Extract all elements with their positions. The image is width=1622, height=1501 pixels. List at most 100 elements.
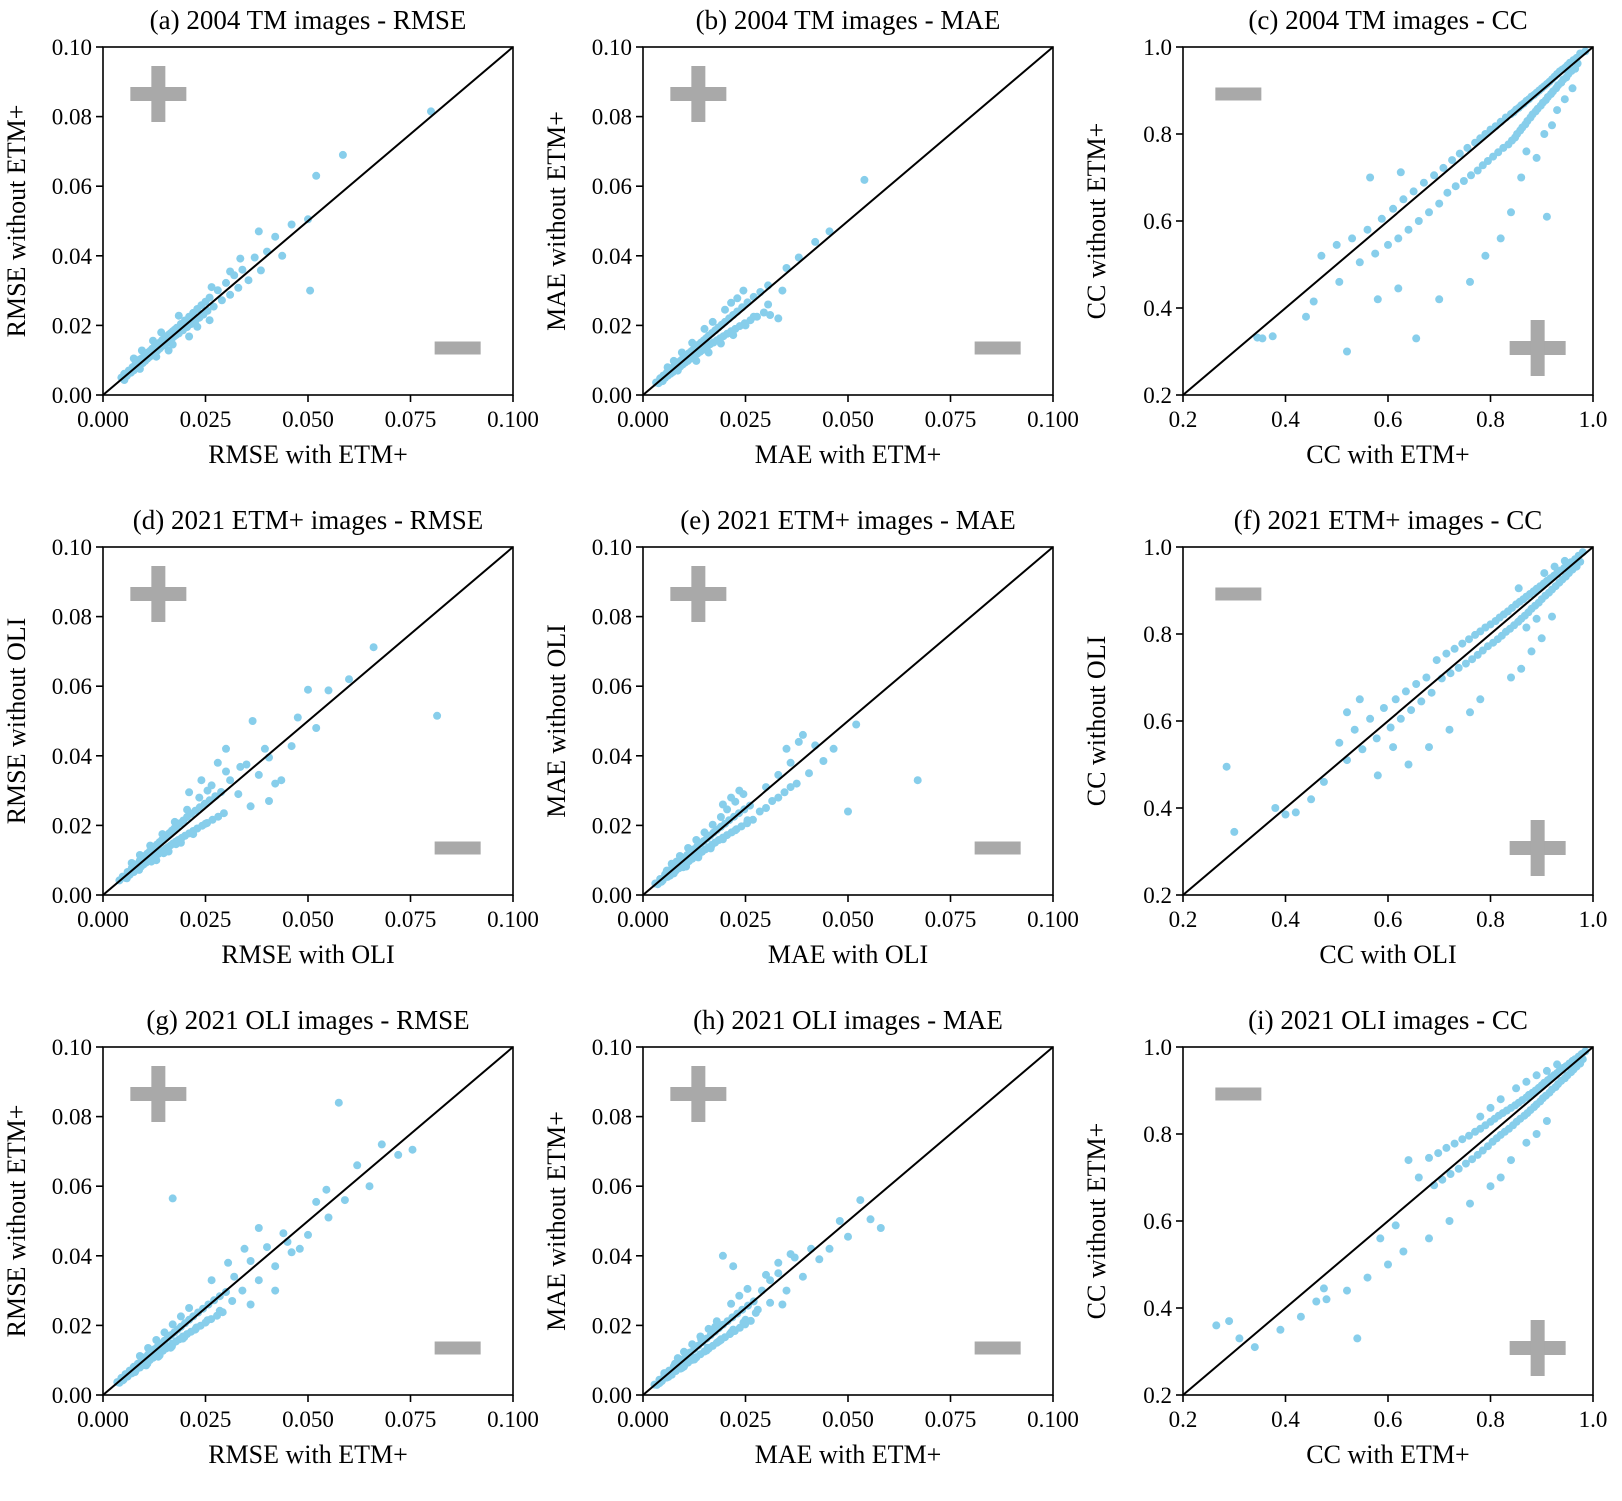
data-point — [692, 836, 701, 844]
data-point — [157, 328, 166, 337]
data-point — [377, 1140, 386, 1149]
data-point — [735, 786, 744, 795]
data-point — [1417, 697, 1426, 706]
data-point — [129, 354, 138, 363]
data-points — [651, 720, 922, 889]
data-point — [1455, 149, 1464, 158]
data-point — [271, 1286, 280, 1295]
data-point — [127, 859, 136, 867]
y-tick-label: 0.00 — [592, 883, 632, 908]
x-tick-label: 0.050 — [282, 407, 334, 432]
data-point — [263, 1243, 271, 1252]
y-tick-label: 0.06 — [52, 1174, 92, 1199]
data-point — [716, 339, 725, 348]
data-point — [1348, 234, 1357, 243]
data-point — [774, 1258, 783, 1267]
data-point — [242, 760, 251, 769]
x-tick-label: 0.075 — [925, 407, 977, 432]
x-tick-label: 0.025 — [720, 907, 772, 932]
one-to-one-line — [1182, 546, 1594, 896]
x-tick-label: 0.025 — [180, 1407, 232, 1432]
data-point — [1458, 1135, 1467, 1144]
data-point — [1430, 171, 1439, 180]
scatter-panel: (h) 2021 OLI images - MAE 0.000 0.025 0.050… — [541, 1001, 1081, 1501]
data-point — [254, 770, 263, 779]
data-point — [782, 1286, 791, 1295]
data-point — [798, 1272, 807, 1281]
data-point — [1372, 734, 1381, 743]
data-point — [1363, 1273, 1372, 1282]
data-point — [780, 788, 789, 797]
scatter-panel: (c) 2004 TM images - CC 0.2 0.4 0.6 0.8 1.0 0.… — [1081, 1, 1621, 501]
data-point — [135, 364, 144, 373]
data-point — [1448, 156, 1457, 165]
data-point — [762, 804, 770, 812]
scatter-plot-i: (i) 2021 OLI images - CC 0.2 0.4 0.6 0.8 1.0 0… — [1082, 1005, 1607, 1469]
data-point — [1522, 1077, 1531, 1086]
panel-title: (c) 2004 TM images - CC — [1248, 5, 1527, 35]
data-point — [209, 302, 218, 311]
panel-title: (d) 2021 ETM+ images - RMSE — [133, 505, 483, 535]
data-point — [1384, 1260, 1392, 1269]
data-point — [1358, 745, 1367, 754]
data-point — [207, 1276, 216, 1285]
data-point — [794, 737, 803, 746]
data-point — [759, 308, 768, 317]
data-point — [236, 762, 245, 771]
data-point — [1553, 106, 1562, 115]
x-axis-label: RMSE with ETM+ — [208, 1440, 408, 1469]
data-point — [731, 826, 740, 835]
data-point — [1253, 333, 1262, 342]
data-point — [866, 1215, 875, 1224]
data-point — [1468, 1155, 1477, 1164]
data-point — [1466, 708, 1474, 717]
plus-symbol — [130, 1065, 187, 1122]
data-point — [195, 793, 204, 802]
data-point — [778, 1300, 787, 1309]
data-point — [1343, 347, 1351, 356]
x-tick-label: 0.6 — [1374, 407, 1403, 432]
data-point — [238, 1286, 247, 1295]
data-point — [697, 1335, 706, 1344]
scatter-panel: (g) 2021 OLI images - RMSE 0.000 0.025 0.05… — [1, 1001, 541, 1501]
data-point — [811, 237, 820, 246]
one-to-one-line — [1182, 46, 1594, 396]
data-point — [168, 1194, 177, 1203]
panel-title: (h) 2021 OLI images - MAE — [693, 1005, 1003, 1035]
data-point — [250, 253, 259, 262]
data-point — [1363, 225, 1372, 234]
data-point — [1425, 208, 1433, 217]
data-point — [718, 835, 727, 844]
data-point — [743, 1284, 752, 1293]
scatter-plot-a: (a) 2004 TM images - RMSE 0.000 0.025 0.050… — [2, 5, 539, 469]
data-point — [215, 1306, 224, 1315]
data-point — [792, 779, 801, 788]
data-point — [152, 352, 161, 361]
data-point — [815, 1255, 824, 1264]
data-point — [1461, 659, 1470, 668]
plus-symbol — [1509, 1320, 1566, 1377]
data-point — [149, 336, 157, 345]
data-point — [222, 278, 230, 287]
data-point — [287, 220, 296, 229]
x-tick-label: 0.8 — [1476, 1407, 1505, 1432]
data-point — [700, 828, 709, 837]
data-point — [844, 1232, 852, 1241]
data-point — [1412, 680, 1421, 688]
data-point — [224, 1258, 233, 1267]
data-point — [324, 1213, 333, 1222]
data-point — [1425, 1153, 1433, 1162]
y-tick-label: 0.4 — [1143, 296, 1172, 321]
data-point — [1442, 649, 1451, 658]
data-point — [222, 744, 230, 753]
data-point — [1379, 704, 1388, 712]
data-point — [322, 1185, 331, 1194]
x-tick-label: 0.2 — [1169, 1407, 1198, 1432]
data-point — [144, 1344, 153, 1352]
data-point — [1486, 1182, 1495, 1191]
data-point — [1366, 714, 1375, 723]
data-point — [1473, 166, 1482, 175]
data-point — [1394, 234, 1403, 243]
data-point — [168, 340, 177, 349]
y-tick-label: 1.0 — [1143, 535, 1172, 560]
